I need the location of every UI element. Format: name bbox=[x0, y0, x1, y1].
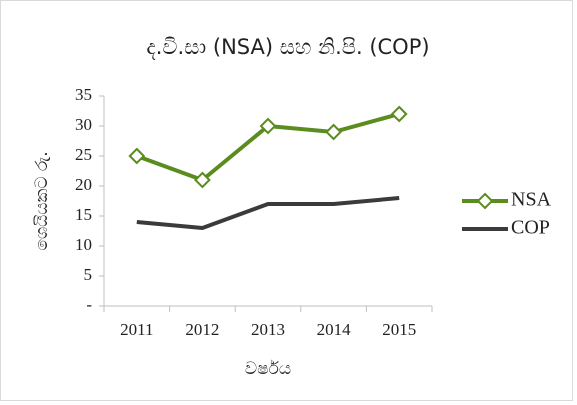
y-axis-title: ශෙයියකට රු. bbox=[32, 151, 52, 250]
y-tick-label: 20 bbox=[75, 175, 92, 194]
marker bbox=[390, 105, 408, 123]
x-tick-label: 2011 bbox=[120, 320, 153, 339]
series-line bbox=[136, 196, 400, 230]
marker bbox=[325, 123, 343, 141]
marker bbox=[193, 171, 211, 189]
y-tick-label: 15 bbox=[75, 205, 92, 224]
legend-marker bbox=[476, 192, 494, 210]
x-tick-label: 2013 bbox=[251, 320, 285, 339]
y-tick-label: 25 bbox=[75, 145, 92, 164]
x-tick-label: 2012 bbox=[185, 320, 219, 339]
legend-label: COP bbox=[511, 217, 550, 239]
legend-label: NSA bbox=[511, 189, 552, 211]
chart-title: ද.වි.සා (NSA) සහ නි.පි. (COP) bbox=[146, 35, 429, 60]
marker bbox=[128, 147, 146, 165]
x-tick-label: 2015 bbox=[382, 320, 416, 339]
y-tick-label: - bbox=[86, 295, 92, 314]
y-tick-label: 30 bbox=[75, 115, 92, 134]
x-axis-title: වර්ෂය bbox=[245, 359, 291, 379]
y-tick-label: 10 bbox=[75, 235, 92, 254]
x-tick-label: 2014 bbox=[317, 320, 352, 339]
marker bbox=[259, 117, 277, 135]
y-tick-label: 35 bbox=[75, 85, 92, 104]
y-tick-label: 5 bbox=[84, 265, 93, 284]
